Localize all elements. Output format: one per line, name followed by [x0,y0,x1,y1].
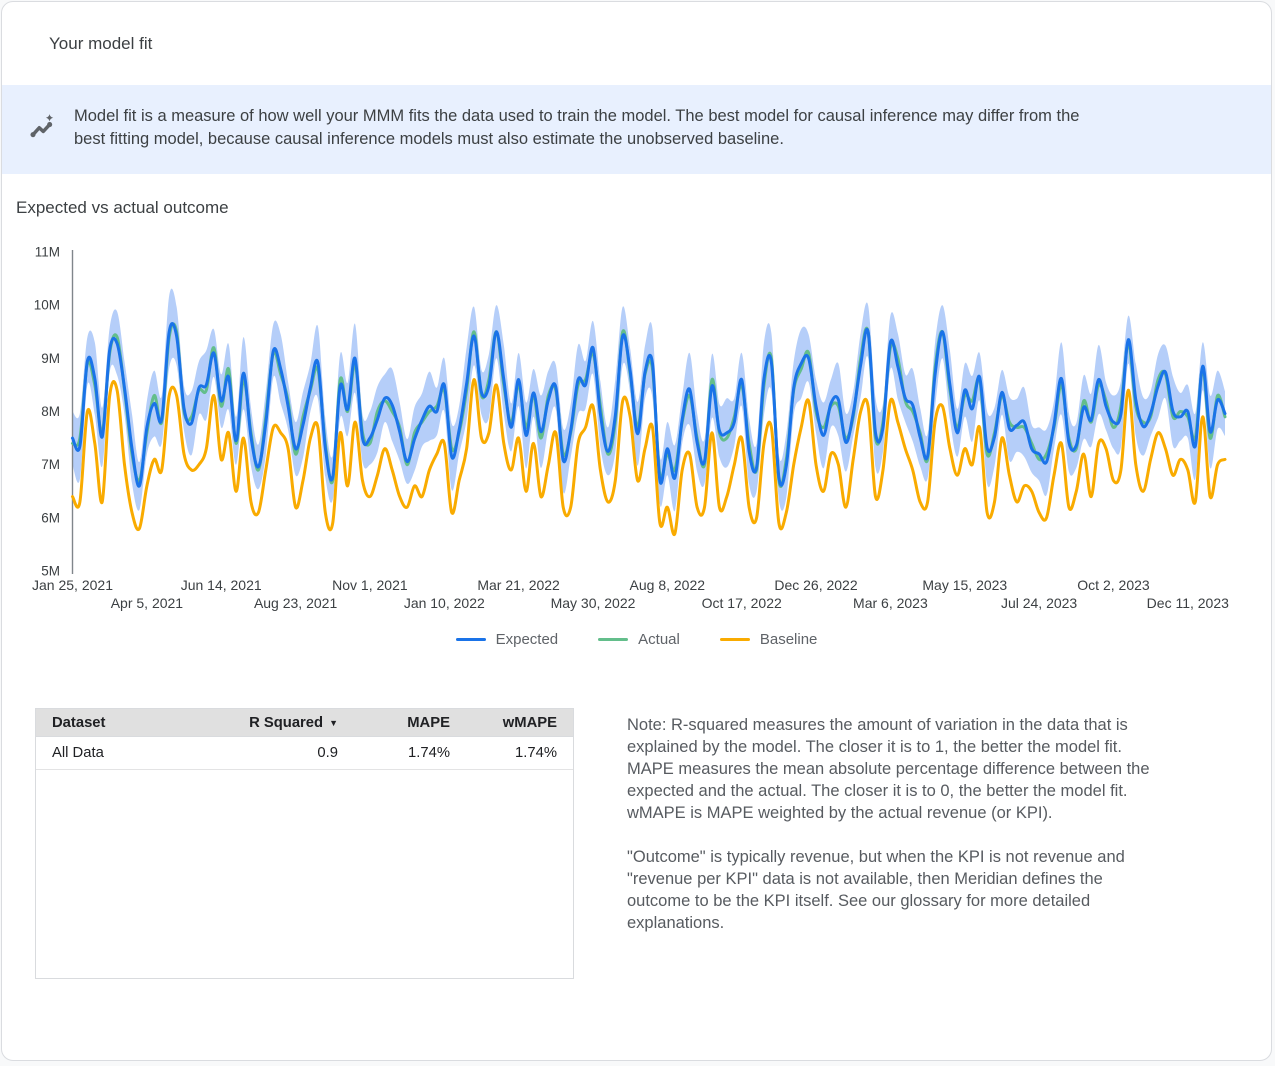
cell-dataset: All Data [36,736,186,770]
wmape-header-label: wMAPE [502,714,557,731]
table-row: All Data 0.9 1.74% 1.74% [36,736,573,770]
metrics-table: Dataset R Squared ▼ MAPE wMAPE [35,708,574,979]
x-tick-label: May 30, 2022 [551,595,636,611]
expected-swatch [455,637,486,641]
cell-mape: 1.74% [354,736,466,770]
note-text: Note: R-squared measures the amount of v… [627,708,1167,956]
legend-item-baseline: Baseline [719,630,818,648]
x-tick-label: Dec 11, 2023 [1147,595,1229,611]
x-tick-label: Oct 2, 2023 [1077,577,1150,593]
column-header-wmape[interactable]: wMAPE [466,709,573,737]
column-header-dataset[interactable]: Dataset [36,709,186,737]
x-tick-label: Jan 25, 2021 [32,577,113,593]
x-tick-label: Apr 5, 2021 [111,595,184,611]
banner-line-2: best fitting model, because causal infer… [74,130,784,148]
model-fit-chart: 5M 6M 7M 8M 9M 10M 11M Jan 25, 2021 Apr 5, 2021 J… [32,245,1229,612]
y-tick-label: 5M [41,564,60,579]
banner-line-1: Model fit is a measure of how well your … [74,107,1080,125]
chart-legend: Expected Actual Baseline [2,629,1271,649]
chart-title: Expected vs actual outcome [16,198,229,217]
legend-label-baseline: Baseline [759,630,818,648]
y-tick-label: 11M [35,245,60,260]
x-tick-label: Dec 26, 2022 [774,577,857,593]
banner-text: Model fit is a measure of how well your … [74,105,1079,151]
x-tick-label: Aug 8, 2022 [630,577,706,593]
column-header-mape[interactable]: MAPE [354,709,466,737]
legend-item-expected: Expected [455,630,559,648]
r-squared-header-label: R Squared [249,714,324,731]
x-tick-label: Jul 24, 2023 [1001,595,1077,611]
column-header-r-squared[interactable]: R Squared ▼ [186,709,354,737]
legend-item-actual: Actual [598,631,680,648]
page-title: Your model fit [49,33,153,53]
x-tick-label: Jun 14, 2021 [181,577,262,593]
legend-label-expected: Expected [495,630,559,648]
x-tick-label: Nov 1, 2021 [332,577,408,593]
model-fit-chart-area: 5M 6M 7M 8M 9M 10M 11M Jan 25, 2021 Apr 5, 2021 J… [2,238,1271,620]
y-tick-label: 7M [41,457,60,472]
x-tick-label: May 15, 2023 [922,577,1007,593]
x-tick-label: Mar 6, 2023 [853,595,928,611]
baseline-swatch [719,637,750,641]
y-tick-label: 8M [41,404,60,419]
y-tick-label: 10M [34,298,60,313]
cell-r-squared: 0.9 [186,736,354,770]
dataset-header-label: Dataset [52,714,106,731]
x-tick-label: Aug 23, 2021 [254,595,338,611]
cell-wmape: 1.74% [466,736,573,770]
x-tick-label: Oct 17, 2022 [702,595,782,611]
legend-label-actual: Actual [638,630,680,648]
x-tick-label: Mar 21, 2022 [477,577,560,593]
note-paragraph-2: "Outcome" is typically revenue, but when… [627,848,1125,932]
note-paragraph-1: Note: R-squared measures the amount of v… [627,716,1150,822]
expected-line [71,322,1227,488]
mape-header-label: MAPE [407,714,450,731]
y-tick-label: 9M [41,351,60,366]
x-tick-label: Jan 10, 2022 [404,595,485,611]
baseline-line [71,378,1227,537]
bottom-section: Dataset R Squared ▼ MAPE wMAPE [35,708,1271,979]
y-tick-label: 6M [41,510,60,525]
card-header: Your model fit [2,2,1271,85]
info-banner: Model fit is a measure of how well your … [2,85,1271,174]
sort-desc-icon[interactable]: ▼ [329,717,338,728]
actual-swatch [598,637,629,641]
insights-icon [27,112,59,149]
